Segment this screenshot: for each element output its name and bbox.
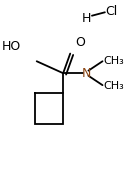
Text: CH₃: CH₃ <box>103 81 124 91</box>
Text: O: O <box>75 36 85 49</box>
Text: CH₃: CH₃ <box>103 56 124 66</box>
Text: Cl: Cl <box>105 5 118 18</box>
Text: HO: HO <box>2 40 21 53</box>
Text: N: N <box>81 67 91 80</box>
Text: H: H <box>82 12 91 25</box>
